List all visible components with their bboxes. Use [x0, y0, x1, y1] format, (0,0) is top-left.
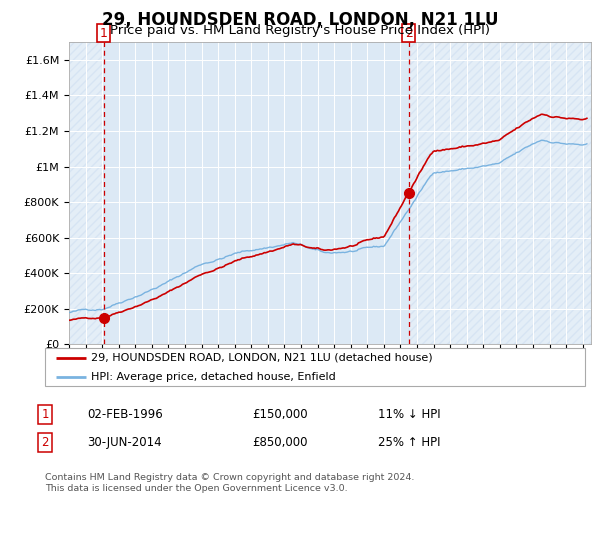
Text: 02-FEB-1996: 02-FEB-1996 — [87, 408, 163, 421]
Text: 2: 2 — [41, 436, 49, 449]
Bar — [69, 42, 104, 344]
Text: 29, HOUNDSDEN ROAD, LONDON, N21 1LU: 29, HOUNDSDEN ROAD, LONDON, N21 1LU — [102, 11, 498, 29]
Text: £150,000: £150,000 — [252, 408, 308, 421]
Text: 1: 1 — [100, 26, 107, 40]
Text: 30-JUN-2014: 30-JUN-2014 — [87, 436, 161, 449]
FancyBboxPatch shape — [45, 348, 585, 386]
Text: 2: 2 — [405, 26, 413, 40]
Text: Price paid vs. HM Land Registry's House Price Index (HPI): Price paid vs. HM Land Registry's House … — [110, 24, 490, 36]
Text: 11% ↓ HPI: 11% ↓ HPI — [378, 408, 440, 421]
Text: 1: 1 — [41, 408, 49, 421]
Text: Contains HM Land Registry data © Crown copyright and database right 2024.
This d: Contains HM Land Registry data © Crown c… — [45, 473, 415, 493]
Bar — [409, 42, 591, 344]
Text: 25% ↑ HPI: 25% ↑ HPI — [378, 436, 440, 449]
Text: HPI: Average price, detached house, Enfield: HPI: Average price, detached house, Enfi… — [91, 372, 335, 382]
Text: £850,000: £850,000 — [252, 436, 308, 449]
Text: 29, HOUNDSDEN ROAD, LONDON, N21 1LU (detached house): 29, HOUNDSDEN ROAD, LONDON, N21 1LU (det… — [91, 353, 433, 363]
